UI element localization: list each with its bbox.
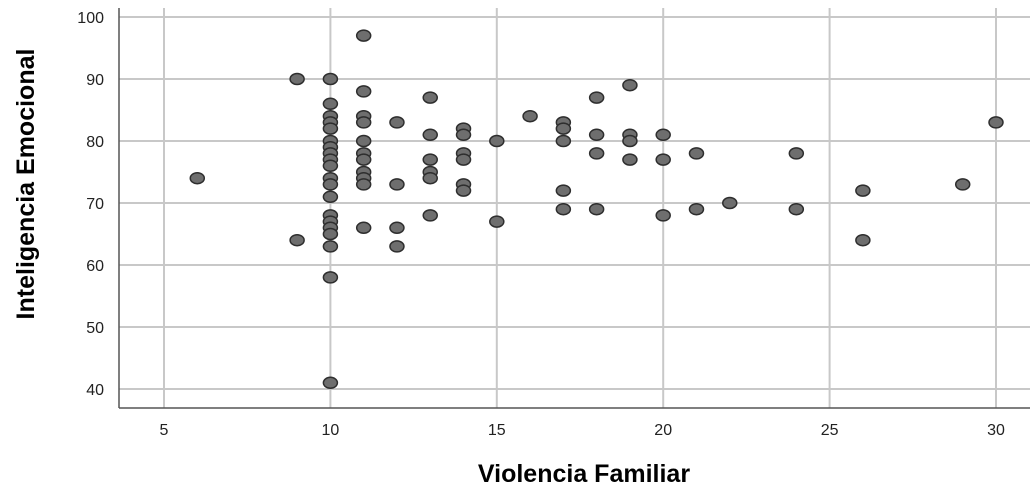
y-tick-label: 80 <box>86 134 104 151</box>
y-gridlines <box>119 16 1030 390</box>
data-point <box>322 178 339 191</box>
y-tick-label: 40 <box>86 382 104 399</box>
data-point <box>688 147 705 160</box>
data-point <box>355 116 372 129</box>
data-point <box>555 184 572 197</box>
data-point <box>322 122 339 135</box>
data-point <box>588 147 605 160</box>
data-point <box>389 240 405 253</box>
data-point <box>422 209 438 222</box>
x-tick-label: 10 <box>322 422 340 439</box>
data-point <box>322 159 339 173</box>
data-point <box>289 72 305 86</box>
data-point <box>555 134 572 148</box>
data-point <box>954 178 971 191</box>
y-tick-label: 100 <box>77 10 104 27</box>
x-tick-label: 20 <box>654 422 672 439</box>
data-point <box>588 128 605 142</box>
data-points <box>189 29 1004 390</box>
data-point <box>655 153 671 166</box>
data-point <box>555 202 572 216</box>
data-point <box>389 116 405 129</box>
data-point <box>322 190 339 204</box>
data-point <box>788 202 805 216</box>
y-tick-label: 60 <box>86 258 104 275</box>
data-point <box>322 227 339 241</box>
y-tick-label: 70 <box>86 196 104 213</box>
data-point <box>788 147 805 160</box>
data-point <box>655 128 671 142</box>
data-point <box>422 171 438 185</box>
data-point <box>588 202 605 216</box>
data-point <box>355 29 372 42</box>
data-point <box>322 376 339 390</box>
data-point <box>555 122 572 135</box>
data-point <box>422 128 438 142</box>
data-point <box>289 233 305 247</box>
data-point <box>988 116 1004 129</box>
data-point <box>355 153 372 166</box>
data-point <box>355 134 372 148</box>
data-point <box>422 91 438 104</box>
data-point <box>422 153 438 166</box>
x-tick-label: 25 <box>821 422 839 439</box>
data-point <box>489 134 505 148</box>
data-point <box>455 184 472 197</box>
data-point <box>389 221 405 235</box>
data-point <box>389 178 405 191</box>
data-point <box>455 128 472 142</box>
x-axis-title: Violencia Familiar <box>478 460 690 486</box>
data-point <box>855 233 871 247</box>
data-point <box>655 209 671 222</box>
data-point <box>355 178 372 191</box>
x-tick-label: 30 <box>987 422 1005 439</box>
data-point <box>489 215 505 228</box>
y-axis-title: Inteligencia Emocional <box>12 49 40 320</box>
x-tick-labels: 5 10 15 20 25 30 <box>160 422 1005 439</box>
data-point <box>455 153 472 166</box>
data-point <box>622 153 638 166</box>
data-point <box>588 91 605 104</box>
x-tick-label: 15 <box>488 422 506 439</box>
data-point <box>322 271 339 284</box>
data-point <box>622 134 638 148</box>
data-point <box>189 171 206 185</box>
data-point <box>322 240 339 253</box>
data-point <box>355 221 372 235</box>
x-tick-label: 5 <box>160 422 169 439</box>
data-point <box>522 109 538 123</box>
data-point <box>322 72 339 86</box>
y-tick-label: 50 <box>86 320 104 337</box>
data-point <box>855 184 871 197</box>
data-point <box>622 78 638 92</box>
data-point <box>322 97 339 111</box>
y-tick-label: 90 <box>86 72 104 89</box>
data-point <box>688 202 705 216</box>
data-point <box>722 196 738 210</box>
x-gridlines <box>163 8 997 408</box>
data-point <box>355 85 372 98</box>
y-tick-labels: 40 50 60 70 80 90 100 <box>77 10 104 399</box>
